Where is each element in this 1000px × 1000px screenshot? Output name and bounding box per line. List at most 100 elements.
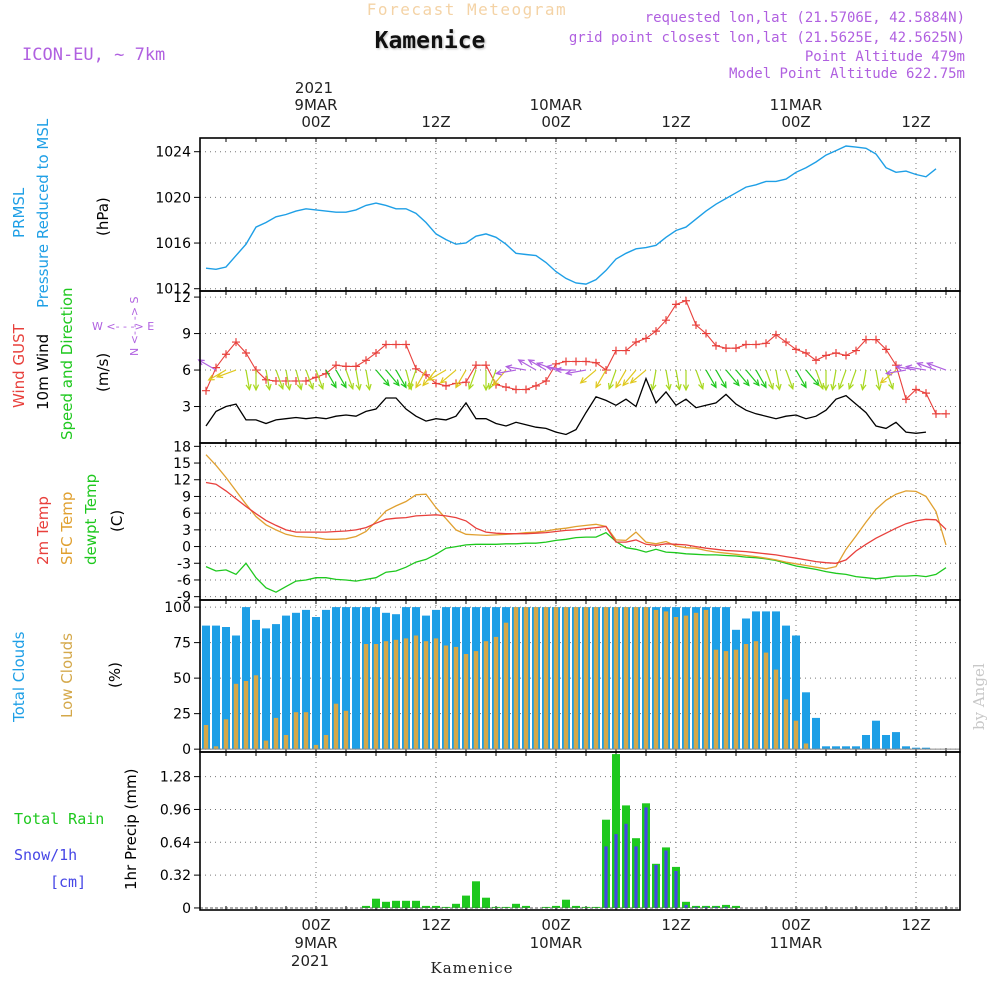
wind-arrow-head xyxy=(848,382,854,391)
top-year: 2021 xyxy=(295,79,333,97)
wind-direction-arrow xyxy=(775,369,781,390)
wind-arrow-head xyxy=(252,384,260,392)
gust-marker xyxy=(572,357,580,366)
rain-bar xyxy=(432,905,440,908)
snow-bar xyxy=(674,871,678,908)
wind-direction-arrow xyxy=(506,366,527,371)
wind-direction-arrow xyxy=(705,369,717,388)
gust-marker xyxy=(562,357,570,366)
gust-marker xyxy=(502,383,510,392)
total-cloud-bar xyxy=(922,747,930,750)
wind-frame xyxy=(199,290,961,444)
wind-arrow-head xyxy=(455,381,462,389)
wind-direction-arrow xyxy=(408,369,417,390)
wind-arrow-head xyxy=(884,369,893,376)
rain-bar xyxy=(492,906,500,908)
total-cloud-bar xyxy=(832,746,840,750)
gust-marker xyxy=(282,376,290,385)
gust-marker xyxy=(772,330,780,339)
low-cloud-bar xyxy=(253,675,259,750)
gust-marker xyxy=(272,376,280,385)
low-cloud-bar xyxy=(553,607,559,750)
bottom-time-label: 00Z xyxy=(541,916,570,934)
bottom-date-label: 9MAR xyxy=(294,934,337,952)
wind-direction-arrow xyxy=(795,369,807,388)
prmsl-label: PRMSL xyxy=(10,187,28,238)
wind-arrow-head xyxy=(925,362,934,368)
snow-bar xyxy=(664,850,668,908)
wind-arrow-head xyxy=(838,382,844,391)
gust-marker xyxy=(902,395,910,404)
low-cloud-bar xyxy=(623,607,629,750)
wind-direction-arrow xyxy=(355,369,361,390)
snow-bar xyxy=(714,906,718,908)
low-cloud-bar xyxy=(483,641,489,750)
low-cloud-bar xyxy=(463,654,469,750)
low-cloud-bar xyxy=(403,638,409,750)
wind-direction-arrow xyxy=(805,369,820,386)
wind-direction-arrow xyxy=(528,359,547,371)
wind-arrow-head xyxy=(888,382,894,391)
wind-arrow-head xyxy=(720,381,727,389)
wind-arrow-head xyxy=(822,384,830,392)
y-tick-label: 3 xyxy=(182,400,191,416)
rain-bar xyxy=(562,899,570,908)
total-cloud-bar xyxy=(262,628,270,750)
wind-direction-arrow xyxy=(385,369,400,386)
gust-marker xyxy=(862,335,870,344)
wind-direction-arrow xyxy=(335,369,347,388)
low-cloud-bar xyxy=(453,646,459,750)
top-time-label: 12Z xyxy=(901,113,930,131)
top-time-label: 12Z xyxy=(421,113,450,131)
wind-unit: (m/s) xyxy=(94,353,112,392)
wind-direction-arrow xyxy=(208,369,227,381)
gust-marker xyxy=(922,389,930,398)
top-time-label: 00Z xyxy=(541,113,570,131)
top-date-label: 10MAR xyxy=(530,96,583,114)
wind-arrow-head xyxy=(800,381,807,389)
total-cloud-bar xyxy=(802,692,810,750)
wind-direction-arrow xyxy=(815,369,824,390)
rain-bar xyxy=(502,906,510,908)
wind-arrow-head xyxy=(278,382,284,391)
gust-marker xyxy=(732,344,740,353)
wind-direction-arrow xyxy=(488,369,497,390)
low-cloud-bar xyxy=(343,710,349,750)
gust-marker xyxy=(242,349,250,358)
rain-bar xyxy=(422,905,430,908)
wind-direction-arrow xyxy=(622,369,637,386)
wind-arrow-head xyxy=(564,369,573,376)
temp-unit: (C) xyxy=(108,510,126,532)
gust-marker xyxy=(662,316,670,325)
wind-direction-arrow xyxy=(216,369,237,378)
wind-direction-arrow xyxy=(595,369,607,388)
total-cloud-bar xyxy=(312,617,320,750)
gust-marker xyxy=(222,350,230,359)
total-cloud-bar xyxy=(222,627,230,750)
y-tick-label: 1020 xyxy=(155,190,191,206)
bottom-time-label: 12Z xyxy=(901,916,930,934)
wind-direction-arrow xyxy=(496,369,517,375)
total-cloud-bar xyxy=(242,607,250,750)
total-cloud-bar xyxy=(872,720,880,750)
compass-ew: W <- - -> E xyxy=(92,320,154,333)
low-cloud-bar xyxy=(513,607,519,750)
gust-marker xyxy=(482,361,490,370)
rain-label: Total Rain xyxy=(14,810,104,828)
wind-direction-arrow xyxy=(906,366,927,371)
gust-marker xyxy=(212,363,220,372)
gust-marker xyxy=(782,338,790,347)
wind-arrow-head xyxy=(207,374,215,381)
wind-direction-arrow xyxy=(275,369,284,390)
gust-marker xyxy=(932,409,940,418)
low-cloud-bar xyxy=(493,636,499,750)
gust-marker xyxy=(442,381,450,390)
wind-arrow-head xyxy=(348,382,354,391)
low-cloud-bar xyxy=(683,615,689,750)
total-cloud-bar xyxy=(212,625,220,750)
rain-bar xyxy=(362,905,370,908)
rain-bar xyxy=(592,906,600,908)
rain-bar xyxy=(482,897,490,908)
low-cloud-bar xyxy=(393,639,399,750)
gust-marker xyxy=(872,335,880,344)
